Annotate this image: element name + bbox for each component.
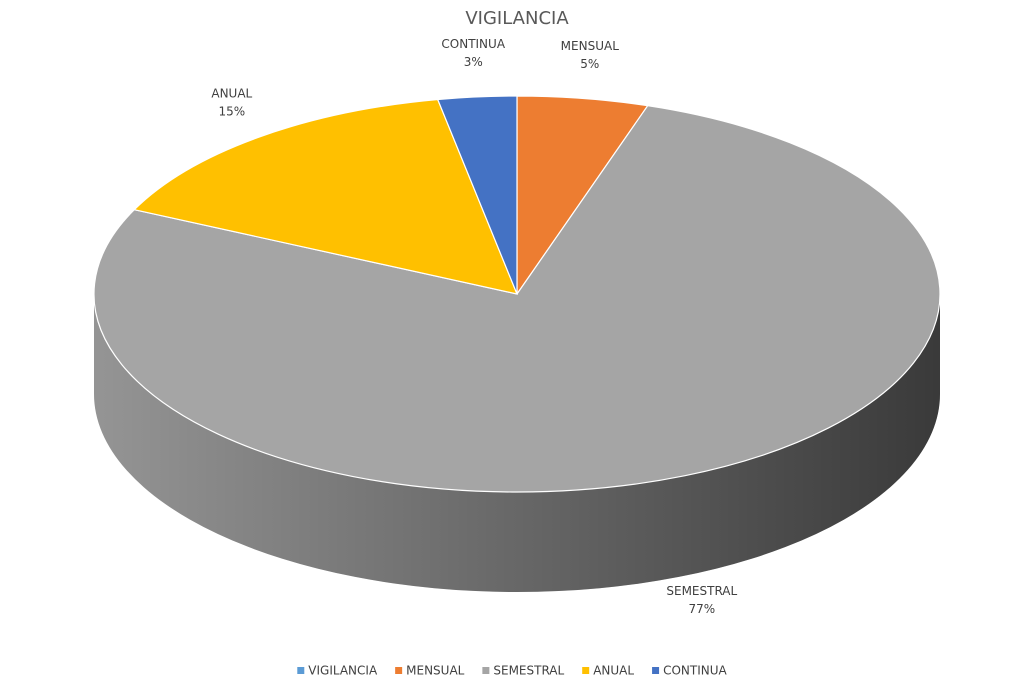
legend-swatch (652, 667, 660, 674)
legend-label: ANUAL (593, 664, 634, 678)
legend-swatch (482, 667, 490, 674)
data-label-value: 3% (464, 55, 483, 69)
data-label-category: MENSUAL (561, 39, 620, 53)
data-label-category: ANUAL (211, 87, 252, 101)
chart-title: VIGILANCIA (465, 8, 569, 29)
data-label-value: 5% (580, 57, 599, 71)
legend-swatch (395, 667, 403, 674)
legend-swatch (297, 667, 305, 674)
legend-swatch (582, 667, 590, 674)
legend-label: CONTINUA (663, 664, 727, 678)
slice (93, 105, 941, 493)
data-label-category: CONTINUA (441, 37, 505, 51)
slice-side-shade (94, 294, 940, 592)
pie-tops (93, 95, 941, 493)
data-label-value: 77% (688, 602, 715, 616)
pie-sides (94, 294, 940, 592)
slice (133, 98, 518, 295)
pie-labels: MENSUAL 5% SEMESTRAL 77% ANUAL 15% CONTINUA 3% (211, 37, 737, 616)
data-label-category: SEMESTRAL (666, 584, 737, 598)
legend: VIGILANCIA MENSUAL SEMESTRAL ANUAL CONTINUA (297, 664, 728, 678)
legend-label: VIGILANCIA (308, 664, 378, 678)
slice (436, 95, 518, 295)
data-label-value: 15% (218, 105, 245, 119)
legend-label: SEMESTRAL (493, 664, 564, 678)
legend-label: MENSUAL (406, 664, 465, 678)
